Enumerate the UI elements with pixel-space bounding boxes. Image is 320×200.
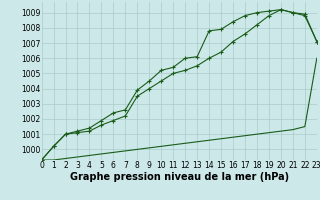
X-axis label: Graphe pression niveau de la mer (hPa): Graphe pression niveau de la mer (hPa) (70, 172, 289, 182)
